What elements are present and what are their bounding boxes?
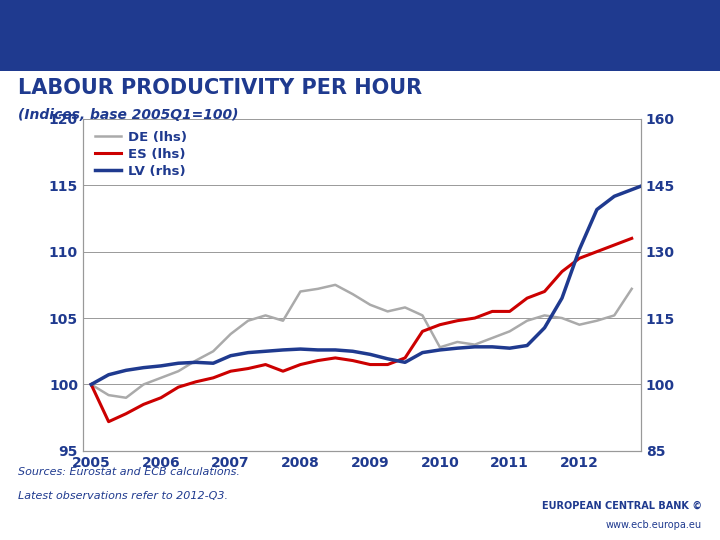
Text: (Indices, base 2005Q1=100): (Indices, base 2005Q1=100) [18, 108, 238, 122]
Legend: DE (lhs), ES (lhs), LV (rhs): DE (lhs), ES (lhs), LV (rhs) [89, 125, 192, 183]
Text: EUROPEAN CENTRAL BANK ©: EUROPEAN CENTRAL BANK © [542, 500, 702, 510]
Text: www.ecb.europa.eu: www.ecb.europa.eu [606, 520, 702, 530]
Text: Sources: Eurostat and ECB calculations.: Sources: Eurostat and ECB calculations. [18, 467, 240, 477]
Text: LABOUR PRODUCTIVITY PER HOUR: LABOUR PRODUCTIVITY PER HOUR [18, 78, 422, 98]
Text: Latest observations refer to 2012-Q3.: Latest observations refer to 2012-Q3. [18, 491, 228, 502]
